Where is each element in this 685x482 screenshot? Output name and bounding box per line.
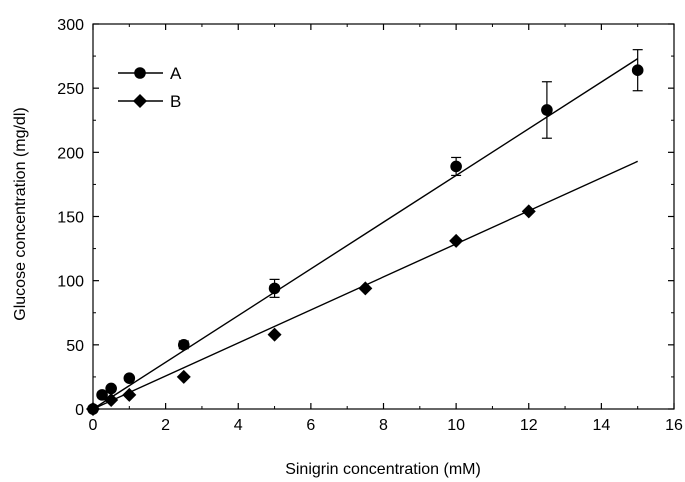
data-point-a bbox=[124, 372, 136, 384]
x-tick-label: 14 bbox=[592, 417, 610, 434]
y-tick-label: 150 bbox=[57, 210, 84, 227]
x-tick-label: 6 bbox=[306, 417, 315, 434]
x-axis-label: Sinigrin concentration (mM) bbox=[285, 461, 481, 478]
data-point-a bbox=[269, 283, 281, 295]
data-point-b bbox=[177, 370, 191, 384]
y-tick-label: 250 bbox=[57, 81, 84, 98]
x-tick-label: 4 bbox=[234, 417, 243, 434]
data-point-b bbox=[86, 402, 100, 416]
x-tick-label: 2 bbox=[161, 417, 170, 434]
legend-label-a: A bbox=[170, 64, 182, 83]
y-tick-label: 300 bbox=[57, 17, 84, 34]
x-tick-label: 16 bbox=[665, 417, 683, 434]
data-point-b bbox=[268, 328, 282, 342]
y-tick-label: 200 bbox=[57, 145, 84, 162]
x-tick-label: 0 bbox=[89, 417, 98, 434]
data-point-a bbox=[105, 383, 117, 395]
legend-marker-a bbox=[134, 67, 146, 79]
legend-marker-b bbox=[133, 94, 147, 108]
plot-area: 0 2 4 6 8 10 12 14 16 0 50 100 150 200 250 300 AB bbox=[57, 17, 683, 434]
data-point-a bbox=[178, 339, 190, 351]
y-tick-label: 0 bbox=[75, 402, 84, 419]
y-tick-label: 50 bbox=[66, 338, 84, 355]
data-point-a bbox=[632, 64, 644, 76]
x-tick-label: 12 bbox=[520, 417, 538, 434]
data-point-b bbox=[522, 204, 536, 218]
legend-label-b: B bbox=[170, 92, 181, 111]
y-axis-label: Glucose concentration (mg/dl) bbox=[12, 107, 29, 320]
x-tick-label: 10 bbox=[447, 417, 465, 434]
data-point-a bbox=[450, 161, 462, 173]
y-tick-label: 100 bbox=[57, 274, 84, 291]
data-point-a bbox=[541, 104, 553, 116]
fit-line-a bbox=[93, 59, 638, 409]
x-tick-label: 8 bbox=[379, 417, 388, 434]
